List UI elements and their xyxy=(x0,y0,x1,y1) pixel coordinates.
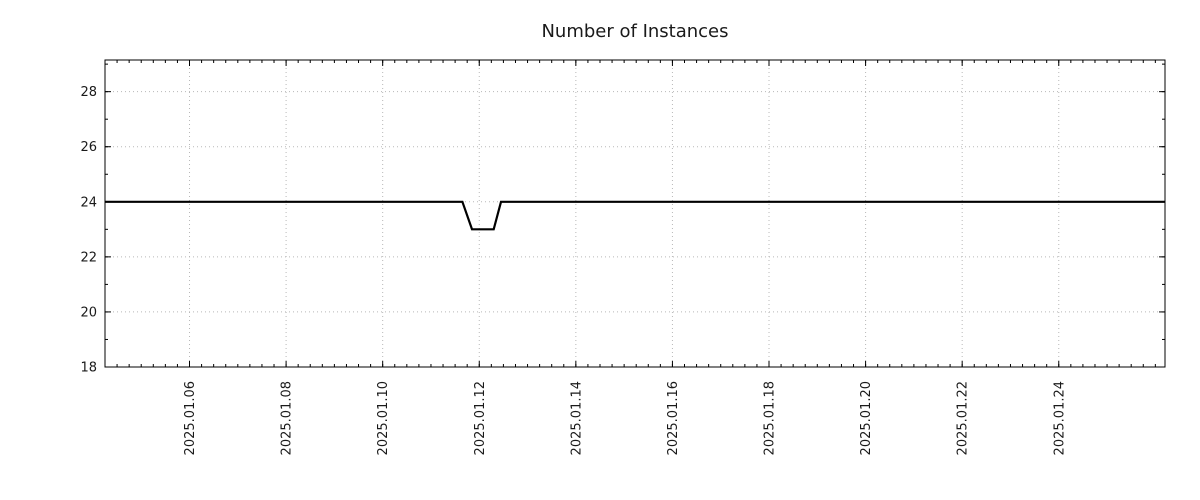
y-tick-label: 18 xyxy=(80,361,97,376)
series-instances xyxy=(105,200,1165,231)
plot-border xyxy=(104,59,1166,368)
y-tick-label: 28 xyxy=(80,85,97,100)
y-tick-label: 26 xyxy=(80,140,97,155)
y-tick-label: 20 xyxy=(80,305,97,320)
x-tick-label: 2025.01.18 xyxy=(763,381,778,455)
x-tick-label: 2025.01.24 xyxy=(1052,381,1067,455)
y-tick-label: 24 xyxy=(80,195,97,210)
x-tick-label: 2025.01.22 xyxy=(956,381,971,455)
y-tick-label: 22 xyxy=(80,250,97,265)
x-tick-label: 2025.01.10 xyxy=(376,381,391,455)
x-tick-label: 2025.01.16 xyxy=(666,381,681,455)
x-tick-label: 2025.01.14 xyxy=(569,381,584,455)
x-tick-label: 2025.01.06 xyxy=(183,381,198,455)
x-tick-label: 2025.01.08 xyxy=(280,381,295,455)
x-tick-label: 2025.01.12 xyxy=(473,381,488,455)
chart-title: Number of Instances xyxy=(541,21,728,42)
x-tick-label: 2025.01.20 xyxy=(859,381,874,455)
